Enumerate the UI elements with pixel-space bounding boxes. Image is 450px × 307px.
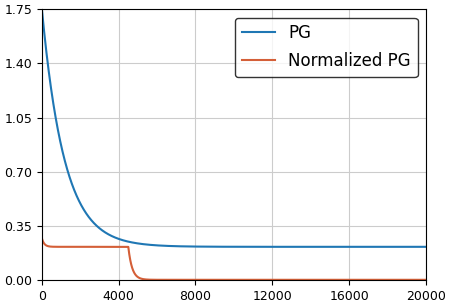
Normalized PG xyxy=(114,245,120,249)
Normalized PG xyxy=(227,278,232,282)
Normalized PG xyxy=(423,278,428,282)
PG xyxy=(41,25,46,29)
PG xyxy=(114,236,120,240)
PG xyxy=(423,245,428,249)
Legend: PG, Normalized PG: PG, Normalized PG xyxy=(235,17,418,77)
Line: Normalized PG: Normalized PG xyxy=(42,238,426,280)
PG xyxy=(62,159,68,163)
Normalized PG xyxy=(285,278,290,282)
PG xyxy=(55,127,60,131)
Normalized PG xyxy=(39,236,45,240)
Normalized PG xyxy=(41,241,46,244)
Normalized PG xyxy=(403,278,408,282)
Line: PG: PG xyxy=(42,9,426,247)
Normalized PG xyxy=(55,245,60,249)
Normalized PG xyxy=(62,245,68,249)
PG xyxy=(227,245,232,249)
PG xyxy=(403,245,408,249)
PG xyxy=(39,7,45,11)
